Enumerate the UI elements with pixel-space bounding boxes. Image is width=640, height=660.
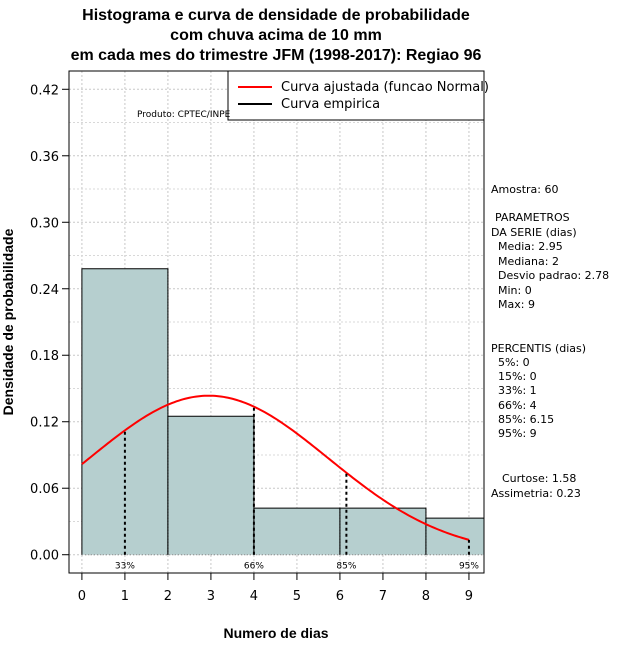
stat-mediana: Mediana: 2 <box>498 255 559 268</box>
stat-param-title-2: DA SERIE (dias) <box>491 226 577 239</box>
stat-max: Max: 9 <box>498 298 535 311</box>
y-tick-label: 0.00 <box>30 549 59 564</box>
percentile-marker-label: 95% <box>459 562 479 572</box>
stat-media: Media: 2.95 <box>498 240 563 253</box>
percentile-marker-label: 33% <box>115 562 135 572</box>
x-axis-title: Numero de dias <box>223 625 328 641</box>
fitted-curve-group <box>81 394 470 541</box>
y-tick-label: 0.18 <box>30 349 59 364</box>
stat-param-title-1: PARAMETROS <box>495 211 570 224</box>
legend-box <box>227 70 485 121</box>
stat-p15: 15%: 0 <box>498 370 537 383</box>
x-tick-label: 6 <box>336 589 344 604</box>
x-tick-label: 4 <box>250 589 258 604</box>
x-tick-label: 7 <box>379 589 387 604</box>
stat-curtose: Curtose: 1.58 <box>502 472 576 485</box>
percentile-markers: 33% 66% 85% 95% <box>115 406 479 572</box>
histogram-bars <box>81 268 485 556</box>
stats-panel: Amostra: 60 PARAMETROS DA SERIE (dias) M… <box>491 183 609 500</box>
stat-p85: 85%: 6.15 <box>498 413 554 426</box>
legend-label-fitted: Curva ajustada (funcao Normal) <box>281 80 489 95</box>
stat-p95: 95%: 9 <box>498 427 537 440</box>
x-tick-label: 3 <box>207 589 215 604</box>
x-tick-label: 0 <box>78 589 86 604</box>
y-tick-label: 0.36 <box>30 150 59 165</box>
fitted-normal-curve <box>81 394 470 541</box>
x-tick-label: 2 <box>164 589 172 604</box>
y-tick-label: 0.24 <box>30 283 59 298</box>
percentile-marker-label: 66% <box>244 562 264 572</box>
histogram-bar <box>253 508 340 555</box>
chart-title-line-1: Histograma e curva de densidade de proba… <box>82 7 470 24</box>
chart-title-line-3: em cada mes do trimestre JFM (1998-2017)… <box>71 47 482 64</box>
y-tick-label: 0.12 <box>30 416 59 431</box>
histogram-bar <box>339 508 426 555</box>
y-tick-label: 0.42 <box>30 83 59 98</box>
stat-p33: 33%: 1 <box>498 384 537 397</box>
stat-desvio: Desvio padrao: 2.78 <box>498 269 609 282</box>
stat-assimetria: Assimetria: 0.23 <box>491 487 581 500</box>
axes: 0 1 2 3 4 5 6 7 8 9 0.00 0.06 0.12 0.18 0.24 0.30 0.36 0.… <box>30 83 473 604</box>
y-tick-label: 0.30 <box>30 216 59 231</box>
y-axis-title: Densidade de probabilidade <box>0 228 16 415</box>
percentile-marker-label: 85% <box>336 562 356 572</box>
histogram-bar <box>167 416 254 555</box>
chart-title-line-2: com chuva acima de 10 mm <box>170 27 382 44</box>
histogram-bar-outline <box>81 268 169 555</box>
y-tick-label: 0.06 <box>30 482 59 497</box>
stat-min: Min: 0 <box>498 284 532 297</box>
stat-p66: 66%: 4 <box>498 399 537 412</box>
x-tick-label: 9 <box>465 589 473 604</box>
stat-p5: 5%: 0 <box>498 356 530 369</box>
legend: Curva ajustada (funcao Normal) Curva emp… <box>227 70 489 121</box>
stat-amostra: Amostra: 60 <box>491 183 558 196</box>
producer-annotation: Produto: CPTEC/INPE <box>137 110 231 120</box>
x-tick-label: 5 <box>293 589 301 604</box>
legend-label-empirical: Curva empirica <box>281 97 380 112</box>
x-tick-label: 1 <box>121 589 129 604</box>
x-tick-label: 8 <box>422 589 430 604</box>
stat-perc-title: PERCENTIS (dias) <box>491 342 586 355</box>
